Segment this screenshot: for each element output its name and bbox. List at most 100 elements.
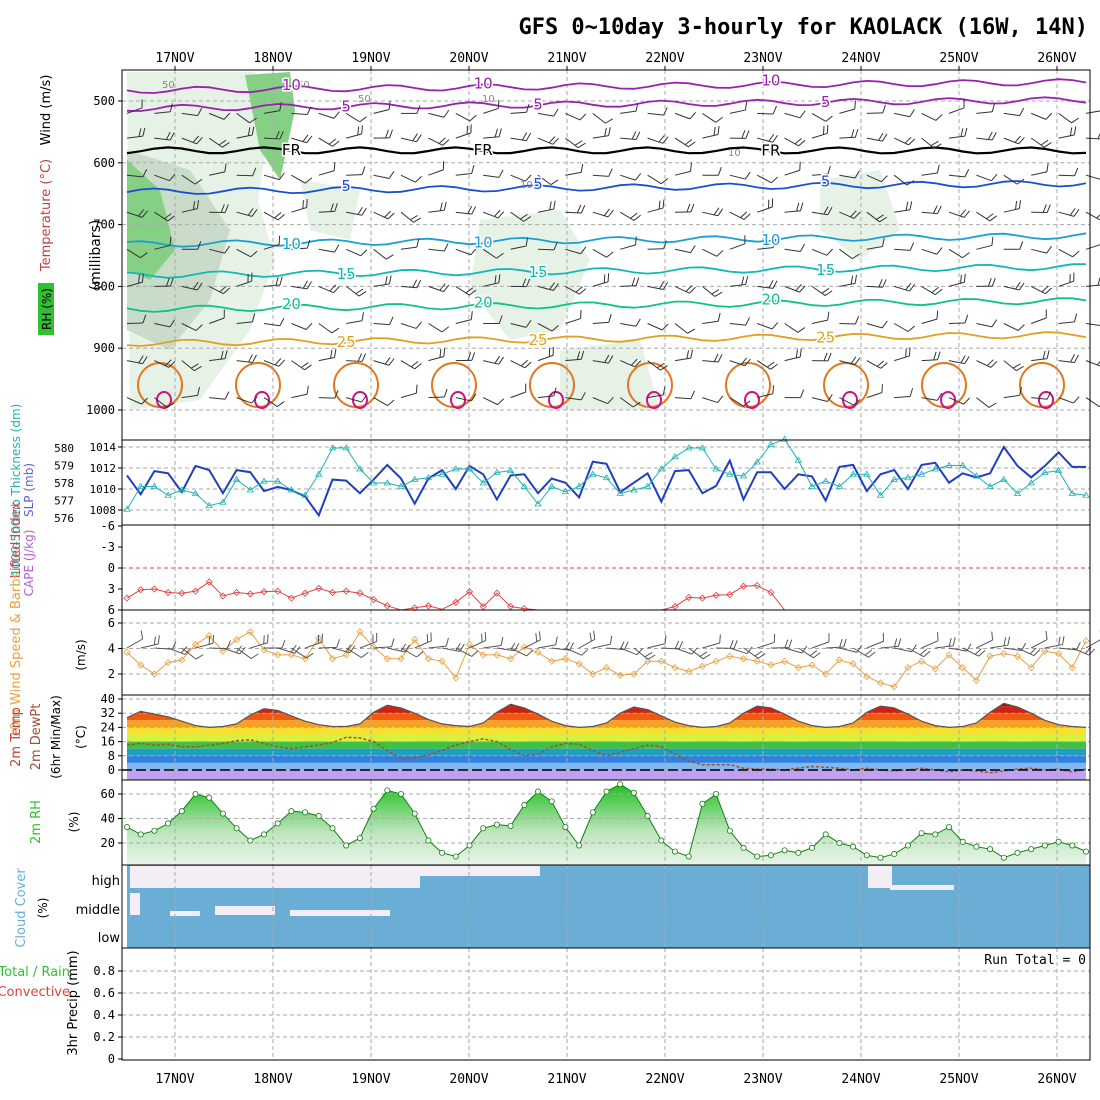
day-label-bottom: 17NOV <box>155 1072 194 1087</box>
barb-shaft <box>702 286 716 297</box>
barb-flag <box>686 203 691 213</box>
wind-barb <box>1058 272 1075 287</box>
wind-barb <box>592 314 612 324</box>
wind-speed-point <box>781 657 789 665</box>
isotherm-35-loop <box>254 391 270 409</box>
lifted-index-point <box>370 595 378 604</box>
barb-flag <box>1074 167 1079 176</box>
thickness-point <box>273 477 282 484</box>
barb-flag <box>498 169 504 178</box>
barb-flag <box>634 360 642 368</box>
wind-barb <box>866 132 888 142</box>
barb-shaft <box>537 112 554 117</box>
temp-unit-label: (°C) <box>74 725 88 749</box>
barb-shaft <box>784 137 799 147</box>
barb-shaft <box>921 318 938 324</box>
rh-point <box>1055 838 1062 845</box>
barb-flag <box>577 142 586 149</box>
day-label-bottom: 18NOV <box>253 1072 292 1087</box>
cloud-unit-label: (%) <box>36 898 50 919</box>
barb-flag <box>168 361 176 368</box>
barb-flag <box>909 201 913 210</box>
barb-flag <box>960 128 964 137</box>
rh-point <box>795 849 802 856</box>
wind-barb <box>400 133 422 143</box>
wind-speed-point <box>520 643 528 651</box>
barb-shaft <box>948 647 967 652</box>
barb-flag <box>278 359 285 367</box>
thickness-axis-label: 1000-500mb Thickness (dm) <box>9 404 23 577</box>
barb-flag <box>824 290 833 296</box>
wind-barb <box>524 631 541 649</box>
barb-flag <box>553 283 559 291</box>
slp-frame <box>121 439 1091 526</box>
barb-flag <box>360 249 368 257</box>
barb-shaft <box>565 318 581 324</box>
barb-flag <box>471 393 477 402</box>
wind-speed-point <box>438 657 446 665</box>
isotherm-label: 20 <box>474 293 493 311</box>
barb-flag <box>658 281 665 289</box>
rh-point <box>1000 854 1007 861</box>
wind-barb <box>811 285 833 296</box>
rh-point <box>452 853 459 860</box>
wind-barb <box>126 630 144 649</box>
isotherm-label: FR <box>474 141 493 159</box>
wind-barb <box>318 390 339 399</box>
barb-flag <box>250 653 259 659</box>
barb-flag <box>251 396 258 404</box>
wind-barb <box>537 108 559 117</box>
isotherm-35-loop <box>940 391 956 409</box>
barb-flag <box>361 651 369 658</box>
barb-flag <box>138 355 144 364</box>
barb-flag <box>909 283 916 292</box>
thickness-point <box>342 444 350 451</box>
barb-flag <box>919 648 927 656</box>
barb-flag <box>963 99 965 108</box>
barb-shaft <box>620 647 638 656</box>
barb-flag <box>169 132 175 141</box>
barb-flag <box>141 273 144 283</box>
barb-shaft <box>318 357 335 362</box>
barb-shaft <box>839 248 853 260</box>
wind-speed-point <box>822 670 830 678</box>
wind-barb <box>510 132 532 142</box>
wind-barb <box>647 240 667 250</box>
convective-axis-label: Convective <box>0 985 70 1000</box>
barb-flag <box>960 355 966 364</box>
barb-shaft <box>400 360 415 370</box>
barb-flag <box>923 650 931 658</box>
day-label-bottom: 22NOV <box>645 1072 684 1087</box>
isotherm-3 <box>126 180 1087 195</box>
barb-flag <box>1074 313 1078 322</box>
rh-point <box>946 824 953 831</box>
day-label-top: 25NOV <box>939 51 978 66</box>
barb-flag <box>1045 287 1053 295</box>
barb-flag <box>1096 358 1100 366</box>
thickness-point <box>821 477 830 484</box>
wind-speed-point <box>328 655 337 663</box>
barb-shaft <box>291 360 305 371</box>
barb-shaft <box>400 392 417 399</box>
wind-barb <box>291 198 308 213</box>
barb-flag <box>882 279 887 288</box>
barb-shaft <box>976 639 993 649</box>
wind-barb <box>154 641 177 650</box>
wind-barb <box>455 393 477 402</box>
barb-flag <box>443 388 448 398</box>
barb-shaft <box>921 359 938 362</box>
barb-flag <box>905 282 912 291</box>
isotherm-label: 15 <box>816 261 835 279</box>
barb-flag <box>744 235 746 244</box>
wind-speed-point <box>411 636 419 644</box>
precip-tick-label: 0.2 <box>93 1030 115 1044</box>
rh-point <box>754 853 761 860</box>
lifted-index-point <box>287 594 295 602</box>
barb-flag <box>334 244 340 253</box>
day-label-top: 21NOV <box>547 51 586 66</box>
rh-point <box>1014 849 1021 856</box>
wind-barb <box>756 360 778 370</box>
wind-barb <box>798 647 821 659</box>
thickness-point <box>260 477 268 484</box>
wind-barb <box>674 285 696 294</box>
